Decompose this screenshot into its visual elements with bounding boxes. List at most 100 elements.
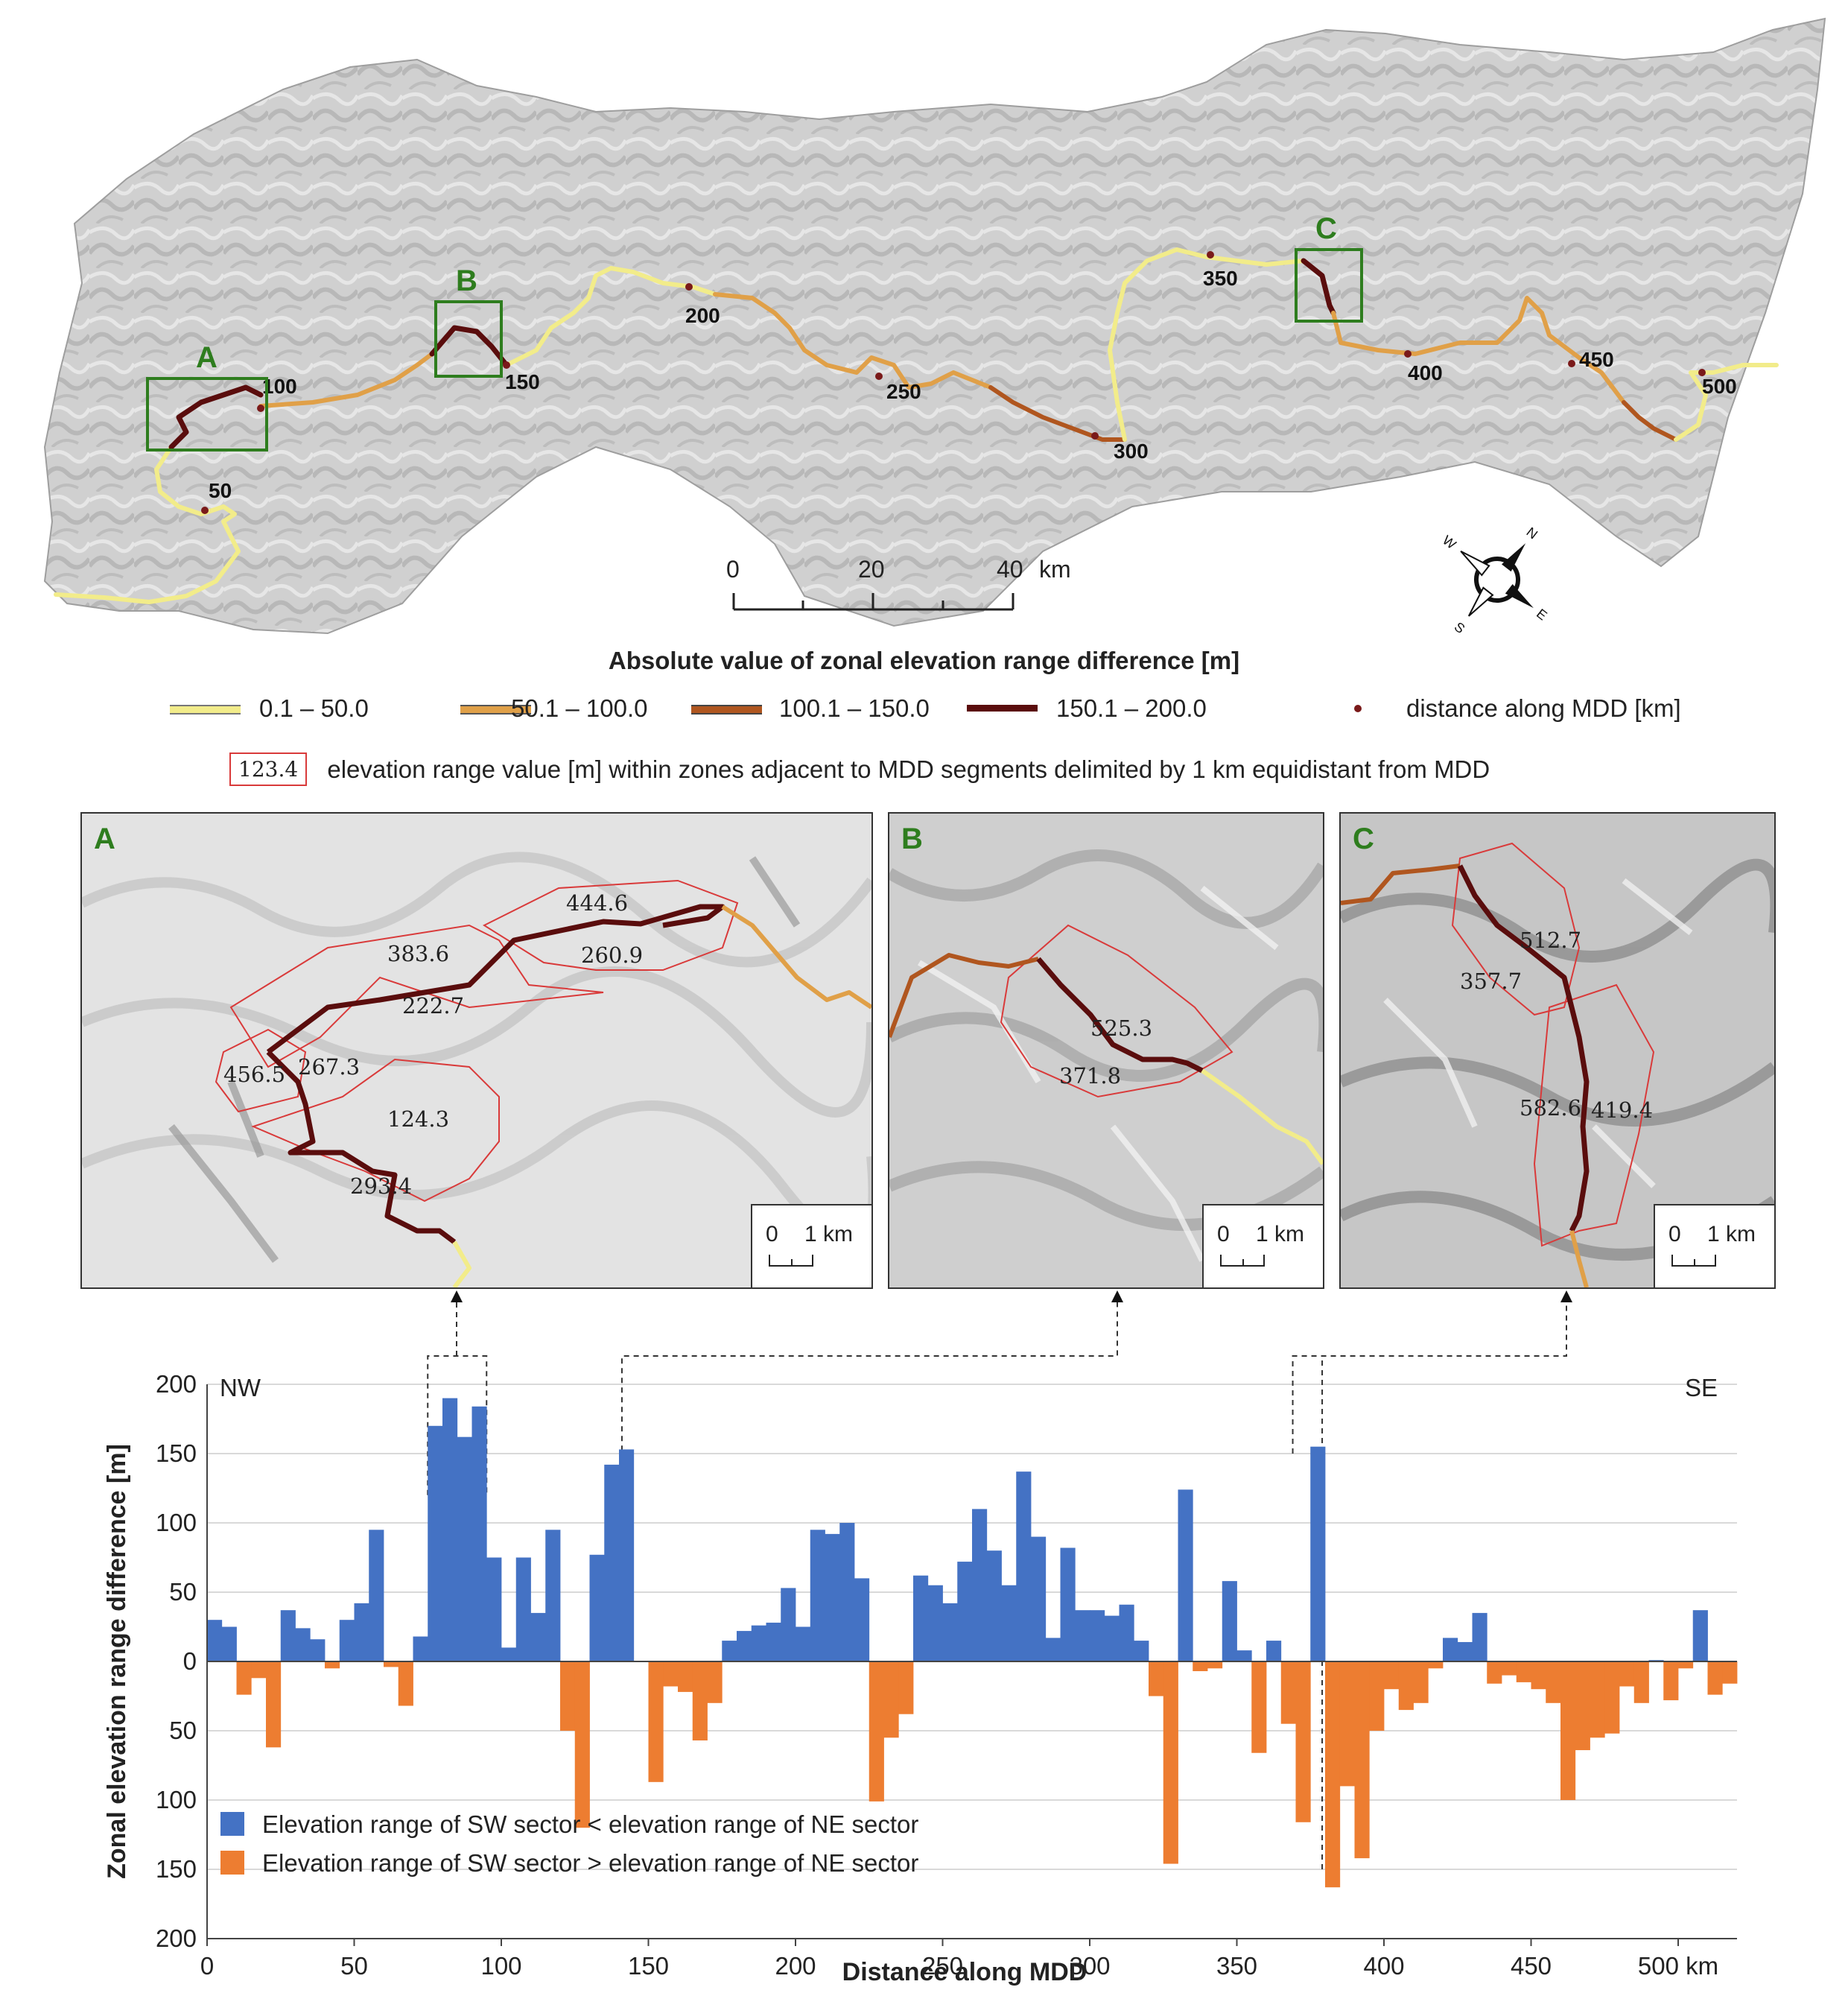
inset-c-letter: C: [1353, 823, 1374, 855]
bar-sw-greater: [1516, 1661, 1531, 1682]
distance-label-400: 400: [1408, 361, 1443, 384]
bar-sw-less: [1090, 1610, 1105, 1661]
bar-sw-less: [1236, 1650, 1252, 1661]
legend-swatch-class1: [170, 705, 241, 714]
legend-swatch-sw-greater: [220, 1851, 244, 1875]
bar-sw-less: [825, 1533, 840, 1661]
svg-text:371.8: 371.8: [1059, 1063, 1121, 1089]
bar-sw-greater: [1590, 1661, 1605, 1738]
bar-sw-less: [957, 1562, 973, 1661]
bar-sw-less: [1075, 1610, 1090, 1661]
y-tick-label: 0: [183, 1647, 197, 1675]
inset-box-c[interactable]: [1295, 248, 1363, 323]
legend-label-sw-greater: Elevation range of SW sector > elevation…: [262, 1849, 918, 1877]
bar-sw-less: [986, 1550, 1002, 1661]
svg-text:km: km: [1039, 556, 1071, 583]
x-tick-labels: 0 50 100 150 200 250 300 350 400 450 500 km: [200, 1952, 1718, 1980]
corner-label-se: SE: [1685, 1374, 1718, 1401]
bar-sw-less: [942, 1603, 958, 1661]
distance-point: [257, 405, 264, 412]
bar-sw-less: [854, 1578, 870, 1661]
bar-sw-less: [1266, 1641, 1282, 1661]
overview-map: 50 100 150 200 250 300 350 400 450 500 A…: [43, 17, 1826, 636]
svg-text:E: E: [1534, 606, 1550, 623]
chart-bars: [207, 1398, 1738, 1888]
inset-box-c-label: C: [1315, 212, 1337, 245]
mdd-segment-class2: [713, 292, 993, 390]
inset-a-mdd: [266, 904, 725, 1054]
bar-sw-less: [428, 1425, 443, 1661]
distance-point: [1568, 360, 1575, 367]
bar-sw-less: [207, 1620, 223, 1661]
bar-sw-less: [310, 1639, 326, 1661]
svg-text:582.6: 582.6: [1520, 1095, 1581, 1121]
bar-sw-less: [1045, 1638, 1061, 1661]
distance-point: [201, 507, 209, 514]
bar-sw-less: [751, 1625, 766, 1661]
bar-sw-less: [1472, 1612, 1487, 1661]
bar-sw-greater: [398, 1661, 413, 1706]
bar-sw-less: [604, 1464, 620, 1661]
svg-text:W: W: [1440, 533, 1459, 552]
svg-text:40: 40: [997, 556, 1023, 583]
inset-box-a[interactable]: [146, 377, 268, 451]
distance-label-200: 200: [685, 304, 720, 327]
bar-sw-greater: [1531, 1661, 1546, 1690]
bar-sw-less: [486, 1557, 502, 1661]
bar-sw-less: [1001, 1585, 1017, 1661]
bar-sw-less: [839, 1523, 855, 1661]
bar-sw-less: [530, 1612, 546, 1661]
bar-sw-greater: [1663, 1661, 1679, 1701]
bar-sw-less: [619, 1449, 635, 1661]
bar-sw-greater: [1280, 1661, 1296, 1724]
bar-sw-greater: [1384, 1661, 1400, 1690]
distance-label-150: 150: [505, 370, 540, 393]
bar-sw-greater: [1325, 1661, 1341, 1888]
x-axis-title: Distance along MDD: [842, 1958, 1087, 1986]
bar-sw-greater: [560, 1661, 576, 1731]
legend-label-sw-less: Elevation range of SW sector < elevation…: [262, 1810, 918, 1838]
bar-sw-less: [515, 1557, 531, 1661]
svg-text:0: 0: [726, 556, 740, 583]
bar-sw-greater: [678, 1661, 693, 1692]
bar-sw-less: [766, 1622, 781, 1661]
bar-sw-less: [413, 1636, 428, 1661]
bar-sw-greater: [1295, 1661, 1311, 1822]
inset-a-scale-bar: 0 1 km: [751, 1204, 871, 1287]
svg-text:20: 20: [858, 556, 885, 583]
bar-sw-less: [781, 1588, 796, 1661]
bar-sw-less: [1134, 1641, 1149, 1661]
bar-sw-less: [913, 1575, 929, 1661]
bar-sw-greater: [1413, 1661, 1429, 1703]
bar-sw-greater: [707, 1661, 723, 1703]
x-tick-label: 300: [1069, 1952, 1110, 1980]
svg-text:525.3: 525.3: [1090, 1015, 1152, 1041]
legend-label-class4: 150.1 – 200.0: [1056, 694, 1207, 722]
bar-sw-less: [1178, 1489, 1193, 1661]
y-tick-label: 100: [156, 1786, 197, 1813]
y-tick-labels: 200 150 100 50 0 50 100 150 200: [156, 1370, 197, 1952]
mdd-segment-class1: [54, 445, 241, 604]
bar-sw-greater: [266, 1661, 282, 1748]
bar-sw-greater: [1575, 1661, 1590, 1751]
bar-sw-less: [796, 1626, 811, 1661]
distance-label-350: 350: [1203, 267, 1238, 290]
bar-sw-greater: [1428, 1661, 1444, 1669]
bar-sw-greater: [1502, 1661, 1517, 1676]
x-tick-label: 400: [1363, 1952, 1404, 1980]
inset-box-a-label: A: [196, 341, 217, 374]
legend-label-distance: distance along MDD [km]: [1406, 694, 1681, 722]
x-tick-label: 100: [480, 1952, 521, 1980]
bar-sw-less: [972, 1509, 988, 1661]
svg-text:N: N: [1524, 525, 1541, 542]
inset-box-b[interactable]: [434, 300, 503, 378]
y-tick-label: 150: [156, 1439, 197, 1467]
bar-sw-greater: [574, 1661, 590, 1828]
distance-point: [685, 283, 693, 291]
bar-sw-greater: [1398, 1661, 1414, 1711]
inset-map-b: 525.3 371.8 B 0 1 km: [888, 812, 1324, 1289]
x-tick-label: 450: [1511, 1952, 1552, 1980]
bar-sw-less: [369, 1530, 384, 1661]
inset-a-letter: A: [94, 823, 115, 855]
bar-sw-greater: [1149, 1661, 1164, 1696]
